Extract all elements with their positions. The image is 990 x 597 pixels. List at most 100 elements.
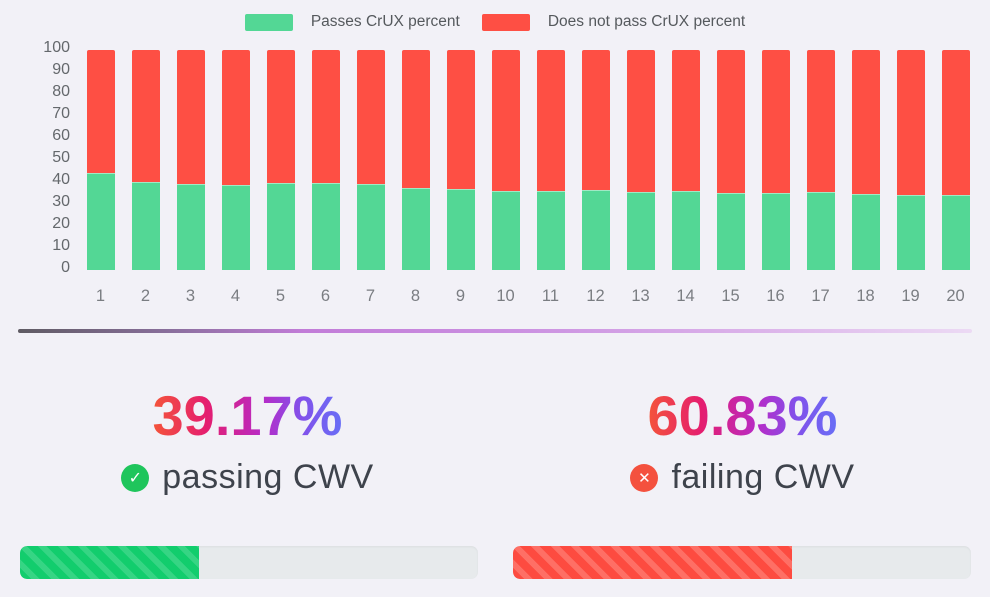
passing-block: 39.17% ✓ passing CWV: [0, 386, 495, 497]
stacked-bar[interactable]: [671, 50, 700, 270]
progress-track-failing: [513, 546, 971, 579]
x-tick-label: 15: [721, 287, 740, 305]
bar-red-segment[interactable]: [221, 50, 250, 186]
bar-red-segment[interactable]: [626, 50, 655, 192]
bar-green-segment[interactable]: [716, 193, 745, 270]
x-tick-label: 14: [676, 287, 695, 305]
bar-green-segment[interactable]: [536, 190, 565, 270]
bar-red-segment[interactable]: [491, 50, 520, 191]
stacked-bar[interactable]: [581, 50, 610, 270]
stacked-bar[interactable]: [626, 50, 655, 270]
legend-label-passes: Passes CrUX percent: [310, 13, 460, 30]
bar-red-segment[interactable]: [401, 50, 430, 188]
bar-red-segment[interactable]: [176, 50, 205, 185]
bar-red-segment[interactable]: [311, 50, 340, 184]
bar-green-segment[interactable]: [491, 190, 520, 270]
x-tick-label: 20: [946, 287, 965, 305]
bar-green-segment[interactable]: [896, 195, 925, 270]
x-tick-label: 12: [586, 287, 605, 305]
progress-track-passing: [20, 546, 478, 579]
bar-red-segment[interactable]: [356, 50, 385, 185]
legend-item-passes[interactable]: Passes CrUX percent: [244, 13, 460, 31]
stacked-bar[interactable]: [401, 50, 430, 270]
stacked-bar[interactable]: [176, 50, 205, 270]
bar-column: [393, 50, 438, 270]
stacked-bar[interactable]: [896, 50, 925, 270]
stacked-bar[interactable]: [806, 50, 835, 270]
bar-red-segment[interactable]: [266, 50, 295, 184]
stacked-bar[interactable]: [221, 50, 250, 270]
x-tick-label: 16: [766, 287, 785, 305]
stacked-bar[interactable]: [761, 50, 790, 270]
bar-column: [663, 50, 708, 270]
bar-red-segment[interactable]: [716, 50, 745, 193]
bar-red-segment[interactable]: [581, 50, 610, 190]
bar-green-segment[interactable]: [851, 194, 880, 270]
bar-red-segment[interactable]: [536, 50, 565, 191]
bar-red-segment[interactable]: [941, 50, 970, 196]
bar-column: [213, 50, 258, 270]
passing-value: 39.17%: [152, 384, 343, 447]
x-tick-label: 9: [455, 287, 466, 305]
bar-green-segment[interactable]: [626, 191, 655, 270]
bar-green-segment[interactable]: [581, 189, 610, 270]
bar-green-segment[interactable]: [446, 188, 475, 270]
stacked-bar[interactable]: [311, 50, 340, 270]
stacked-bar[interactable]: [266, 50, 295, 270]
bar-green-segment[interactable]: [221, 185, 250, 270]
x-tick-label: 5: [275, 287, 286, 305]
bar-green-segment[interactable]: [131, 182, 160, 270]
stacked-bar[interactable]: [131, 50, 160, 270]
y-tick-label: 100: [43, 39, 70, 56]
stacked-bar[interactable]: [536, 50, 565, 270]
y-tick-label: 10: [52, 237, 70, 254]
bar-green-segment[interactable]: [356, 184, 385, 270]
bar-column: [798, 50, 843, 270]
bar-red-segment[interactable]: [86, 50, 115, 174]
failing-label: failing CWV: [671, 458, 855, 496]
bar-column: [303, 50, 348, 270]
bar-column: [888, 50, 933, 270]
stacked-bar[interactable]: [491, 50, 520, 270]
x-tick-label: 10: [496, 287, 515, 305]
legend-swatch-green: [244, 13, 293, 31]
stacked-bar[interactable]: [86, 50, 115, 270]
failing-block: 60.83% ✕ failing CWV: [495, 386, 990, 497]
bar-green-segment[interactable]: [176, 184, 205, 270]
bar-green-segment[interactable]: [266, 183, 295, 270]
legend-item-fails[interactable]: Does not pass CrUX percent: [481, 13, 745, 31]
bar-red-segment[interactable]: [671, 50, 700, 191]
stacked-bar[interactable]: [446, 50, 475, 270]
bar-column: [753, 50, 798, 270]
x-tick-label: 3: [185, 287, 196, 305]
plot-area: [78, 50, 978, 270]
bar-red-segment[interactable]: [446, 50, 475, 189]
bar-red-segment[interactable]: [131, 50, 160, 182]
bar-red-segment[interactable]: [761, 50, 790, 193]
y-tick-label: 70: [52, 105, 70, 122]
stacked-bar[interactable]: [716, 50, 745, 270]
bar-green-segment[interactable]: [86, 173, 115, 270]
stacked-bar[interactable]: [851, 50, 880, 270]
bar-red-segment[interactable]: [806, 50, 835, 192]
x-tick-label: 13: [631, 287, 650, 305]
bar-green-segment[interactable]: [311, 183, 340, 270]
passing-status: ✓ passing CWV: [0, 458, 495, 497]
stacked-bar[interactable]: [356, 50, 385, 270]
bar-green-segment[interactable]: [941, 195, 970, 270]
bar-column: [933, 50, 978, 270]
bar-red-segment[interactable]: [896, 50, 925, 196]
x-axis-labels: 1 2 3 4 5 6 7 8 9 10 11 12 13 14 15 16 17 18 19 20: [78, 287, 978, 306]
stacked-bar[interactable]: [941, 50, 970, 270]
bar-red-segment[interactable]: [851, 50, 880, 195]
bar-green-segment[interactable]: [761, 193, 790, 270]
y-tick-label: 90: [52, 61, 70, 78]
bar-green-segment[interactable]: [401, 187, 430, 270]
x-tick-label: 11: [541, 287, 560, 305]
bar-green-segment[interactable]: [806, 191, 835, 270]
y-tick-label: 60: [52, 127, 70, 144]
x-tick-label: 4: [230, 287, 241, 305]
bar-green-segment[interactable]: [671, 190, 700, 270]
